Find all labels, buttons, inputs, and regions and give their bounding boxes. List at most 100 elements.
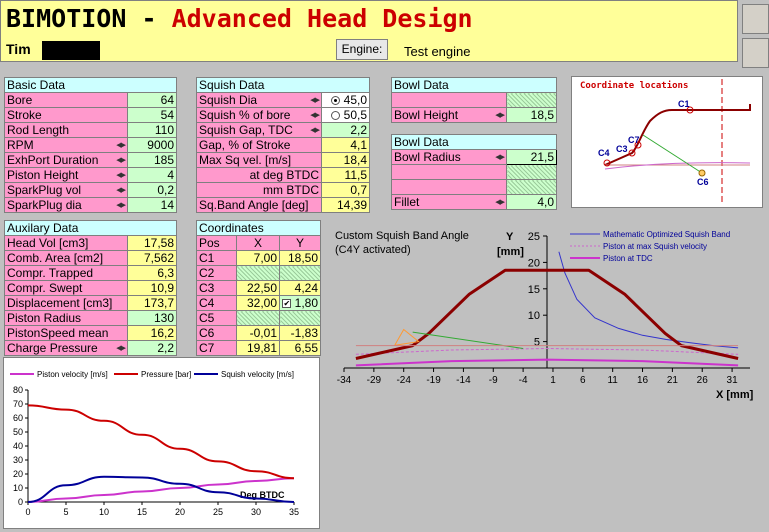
coord-y-disabled [279,265,321,281]
coord-y-disabled [279,310,321,326]
squish-label: Max Sq vel. [m/s] [196,152,322,168]
coordinates-table: Coordinates Pos X Y C1 7,00 18,50 C2 C3 22,… [196,220,321,356]
coordinate-locations-title: Coordinate locations [580,81,689,91]
small-y-tick-label: 50 [13,427,23,437]
big-chart-caption-2: (C4Y activated) [335,244,411,256]
coord-y: 18,50 [279,250,321,266]
squish-dia-radio[interactable] [331,96,341,106]
squish-data-heading: Squish Data [196,77,370,93]
squish-dia-cell: 45,0 [321,92,370,108]
exhport-spinner[interactable]: ◀▶ [116,157,126,164]
x-tick-label: -9 [489,375,498,386]
coord-y[interactable]: 1,80 [294,296,318,310]
fillet-spinner[interactable]: ◀▶ [495,199,505,206]
big-chart-legend: Mathematic Optimized Squish Band Piston … [570,230,730,263]
squish-value-dia[interactable]: 45,0 [343,93,367,107]
aux-value-trapped: 6,3 [127,265,177,281]
aux-value-piston-radius[interactable]: 130 [127,310,177,326]
label-c6: C6 [697,177,709,187]
series-piston-tdc [355,358,739,367]
x-tick-label: 11 [607,375,618,386]
basic-value-exhport[interactable]: 185 [127,152,177,168]
aux-value-area: 7,562 [127,250,177,266]
fillet-value[interactable]: 4,0 [506,194,557,210]
bowl-height-value[interactable]: 18,5 [506,107,557,123]
squish-label-dia: Squish Dia ◀▶ [196,92,322,108]
basic-label-sparkdia: SparkPlug dia ◀▶ [4,197,128,213]
basic-label-text: ExhPort Duration [7,153,99,167]
squish-pct-radio[interactable] [331,111,341,121]
head-contour [604,104,751,166]
aux-label: PistonSpeed mean [4,325,128,341]
coord-y-c4-cell: ✔ 1,80 [279,295,321,311]
basic-value-piston-height[interactable]: 4 [127,167,177,183]
squish-value-gap[interactable]: 2,2 [321,122,370,138]
coordinate-locations-panel [571,76,763,208]
small-y-tick-label: 30 [13,455,23,465]
bowl-height-spinner[interactable]: ◀▶ [495,112,505,119]
redacted-name [42,41,100,60]
point-c4 [603,159,611,167]
point-c1 [686,106,694,114]
bowl-disabled-cell [506,92,557,108]
x-tick-label: 31 [727,375,739,386]
small-x-axis-label: Deg BTDC [240,490,285,500]
y-tick-label: 5 [534,337,540,349]
bowl-disabled-cell [506,164,557,180]
squish-band-chart: Custom Squish Band Angle (C4Y activated)… [335,230,754,401]
rpm-spinner[interactable]: ◀▶ [116,142,126,149]
coord-x-disabled [236,265,280,281]
engine-button[interactable]: Engine: [336,39,388,60]
squish-gap-spinner[interactable]: ◀▶ [310,127,320,134]
series-head-contour [355,268,739,360]
small-y-tick-label: 10 [13,483,23,493]
basic-value-sparkplug-vol[interactable]: 0,2 [127,182,177,198]
squish-value-mm: 0,7 [321,182,370,198]
sparkplug-dia-spinner[interactable]: ◀▶ [116,202,126,209]
title-subtitle: Advanced Head Design [171,4,473,33]
aux-value-swept: 10,9 [127,280,177,296]
y-axis-unit: [mm] [497,246,524,258]
x-tick-label: -24 [396,375,411,386]
aux-label-text: Charge Pressure [7,341,98,355]
side-button-bottom[interactable] [742,38,769,68]
x-tick-label: -34 [337,375,352,386]
squish-label: Sq.Band Angle [deg] [196,197,322,213]
basic-label-text: SparkPlug vol [7,183,82,197]
basic-value-stroke[interactable]: 54 [127,107,177,123]
sparkplug-vol-spinner[interactable]: ◀▶ [116,187,126,194]
basic-value-bore[interactable]: 64 [127,92,177,108]
basic-value-rod[interactable]: 110 [127,122,177,138]
c4y-checkbox[interactable]: ✔ [282,299,292,309]
coord-x: 7,00 [236,250,280,266]
y-tick-label: 20 [528,257,540,269]
squish-dia-spinner[interactable]: ◀▶ [310,97,320,104]
engine-name: Test engine [404,44,471,59]
basic-label-piston: Piston Height ◀▶ [4,167,128,183]
squish-value-deg: 11,5 [321,167,370,183]
basic-label: Bore [4,92,128,108]
fillet-text: Fillet [394,195,420,209]
side-button-top[interactable] [742,4,769,34]
aux-value-displacement: 173,7 [127,295,177,311]
basic-value-rpm[interactable]: 9000 [127,137,177,153]
bowl-radius-spinner[interactable]: ◀▶ [495,154,505,161]
squish-label: Gap, % of Stroke [196,137,322,153]
basic-value-sparkplug-dia[interactable]: 14 [127,197,177,213]
piston-height-spinner[interactable]: ◀▶ [116,172,126,179]
squish-pct-spinner[interactable]: ◀▶ [310,112,320,119]
aux-value-charge[interactable]: 2,2 [127,340,177,356]
coord-y: -1,83 [279,325,321,341]
x-tick-label: 6 [580,375,586,386]
bowl-radius-value[interactable]: 21,5 [506,149,557,165]
small-x-tick-label: 30 [251,507,261,517]
small-chart-legend: Piston velocity [m/s] Pressure [bar] Squ… [10,370,294,379]
label-c1: C1 [678,99,690,109]
x-tick-label: -29 [367,375,382,386]
bowl-height-text: Bowl Height [394,108,459,122]
charge-pressure-spinner[interactable]: ◀▶ [116,345,126,352]
aux-label: Head Vol [cm3] [4,235,128,251]
coord-pos: C3 [196,280,237,296]
squish-value-pct[interactable]: 50,5 [343,108,367,122]
basic-label: Stroke [4,107,128,123]
